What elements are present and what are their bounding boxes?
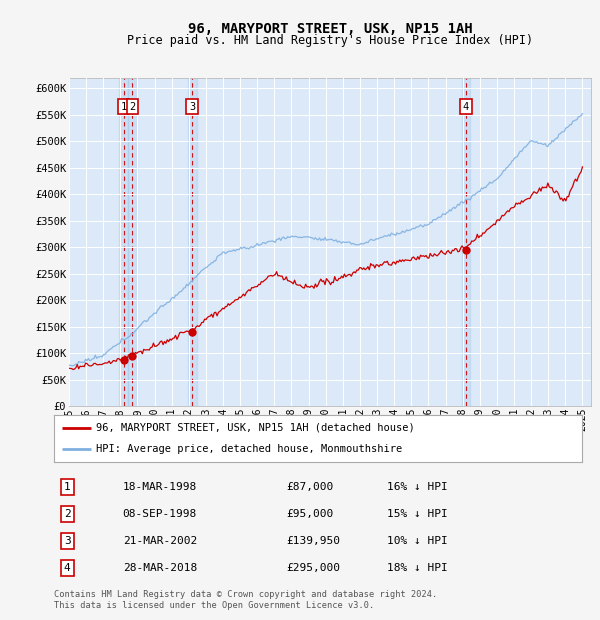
Text: 2: 2 [129, 102, 136, 112]
Text: 4: 4 [463, 102, 469, 112]
Text: 1: 1 [64, 482, 71, 492]
Text: 28-MAR-2018: 28-MAR-2018 [122, 563, 197, 574]
Text: Contains HM Land Registry data © Crown copyright and database right 2024.
This d: Contains HM Land Registry data © Crown c… [54, 590, 437, 609]
Text: 16% ↓ HPI: 16% ↓ HPI [386, 482, 448, 492]
Text: £87,000: £87,000 [286, 482, 334, 492]
Text: £139,950: £139,950 [286, 536, 340, 546]
Text: 21-MAR-2002: 21-MAR-2002 [122, 536, 197, 546]
Bar [128, 78, 137, 406]
Text: 96, MARYPORT STREET, USK, NP15 1AH (detached house): 96, MARYPORT STREET, USK, NP15 1AH (deta… [96, 423, 415, 433]
Text: £95,000: £95,000 [286, 509, 334, 519]
Bar [462, 78, 470, 406]
Text: £295,000: £295,000 [286, 563, 340, 574]
Text: 18-MAR-1998: 18-MAR-1998 [122, 482, 197, 492]
Bar [119, 78, 128, 406]
Text: 10% ↓ HPI: 10% ↓ HPI [386, 536, 448, 546]
Text: 08-SEP-1998: 08-SEP-1998 [122, 509, 197, 519]
Text: 1: 1 [121, 102, 127, 112]
Text: 18% ↓ HPI: 18% ↓ HPI [386, 563, 448, 574]
Text: 15% ↓ HPI: 15% ↓ HPI [386, 509, 448, 519]
Text: 3: 3 [189, 102, 196, 112]
Text: Price paid vs. HM Land Registry's House Price Index (HPI): Price paid vs. HM Land Registry's House … [127, 34, 533, 47]
Bar [188, 78, 197, 406]
Text: 96, MARYPORT STREET, USK, NP15 1AH: 96, MARYPORT STREET, USK, NP15 1AH [188, 22, 472, 36]
Text: 4: 4 [64, 563, 71, 574]
Text: 2: 2 [64, 509, 71, 519]
Text: HPI: Average price, detached house, Monmouthshire: HPI: Average price, detached house, Monm… [96, 445, 403, 454]
Text: 3: 3 [64, 536, 71, 546]
